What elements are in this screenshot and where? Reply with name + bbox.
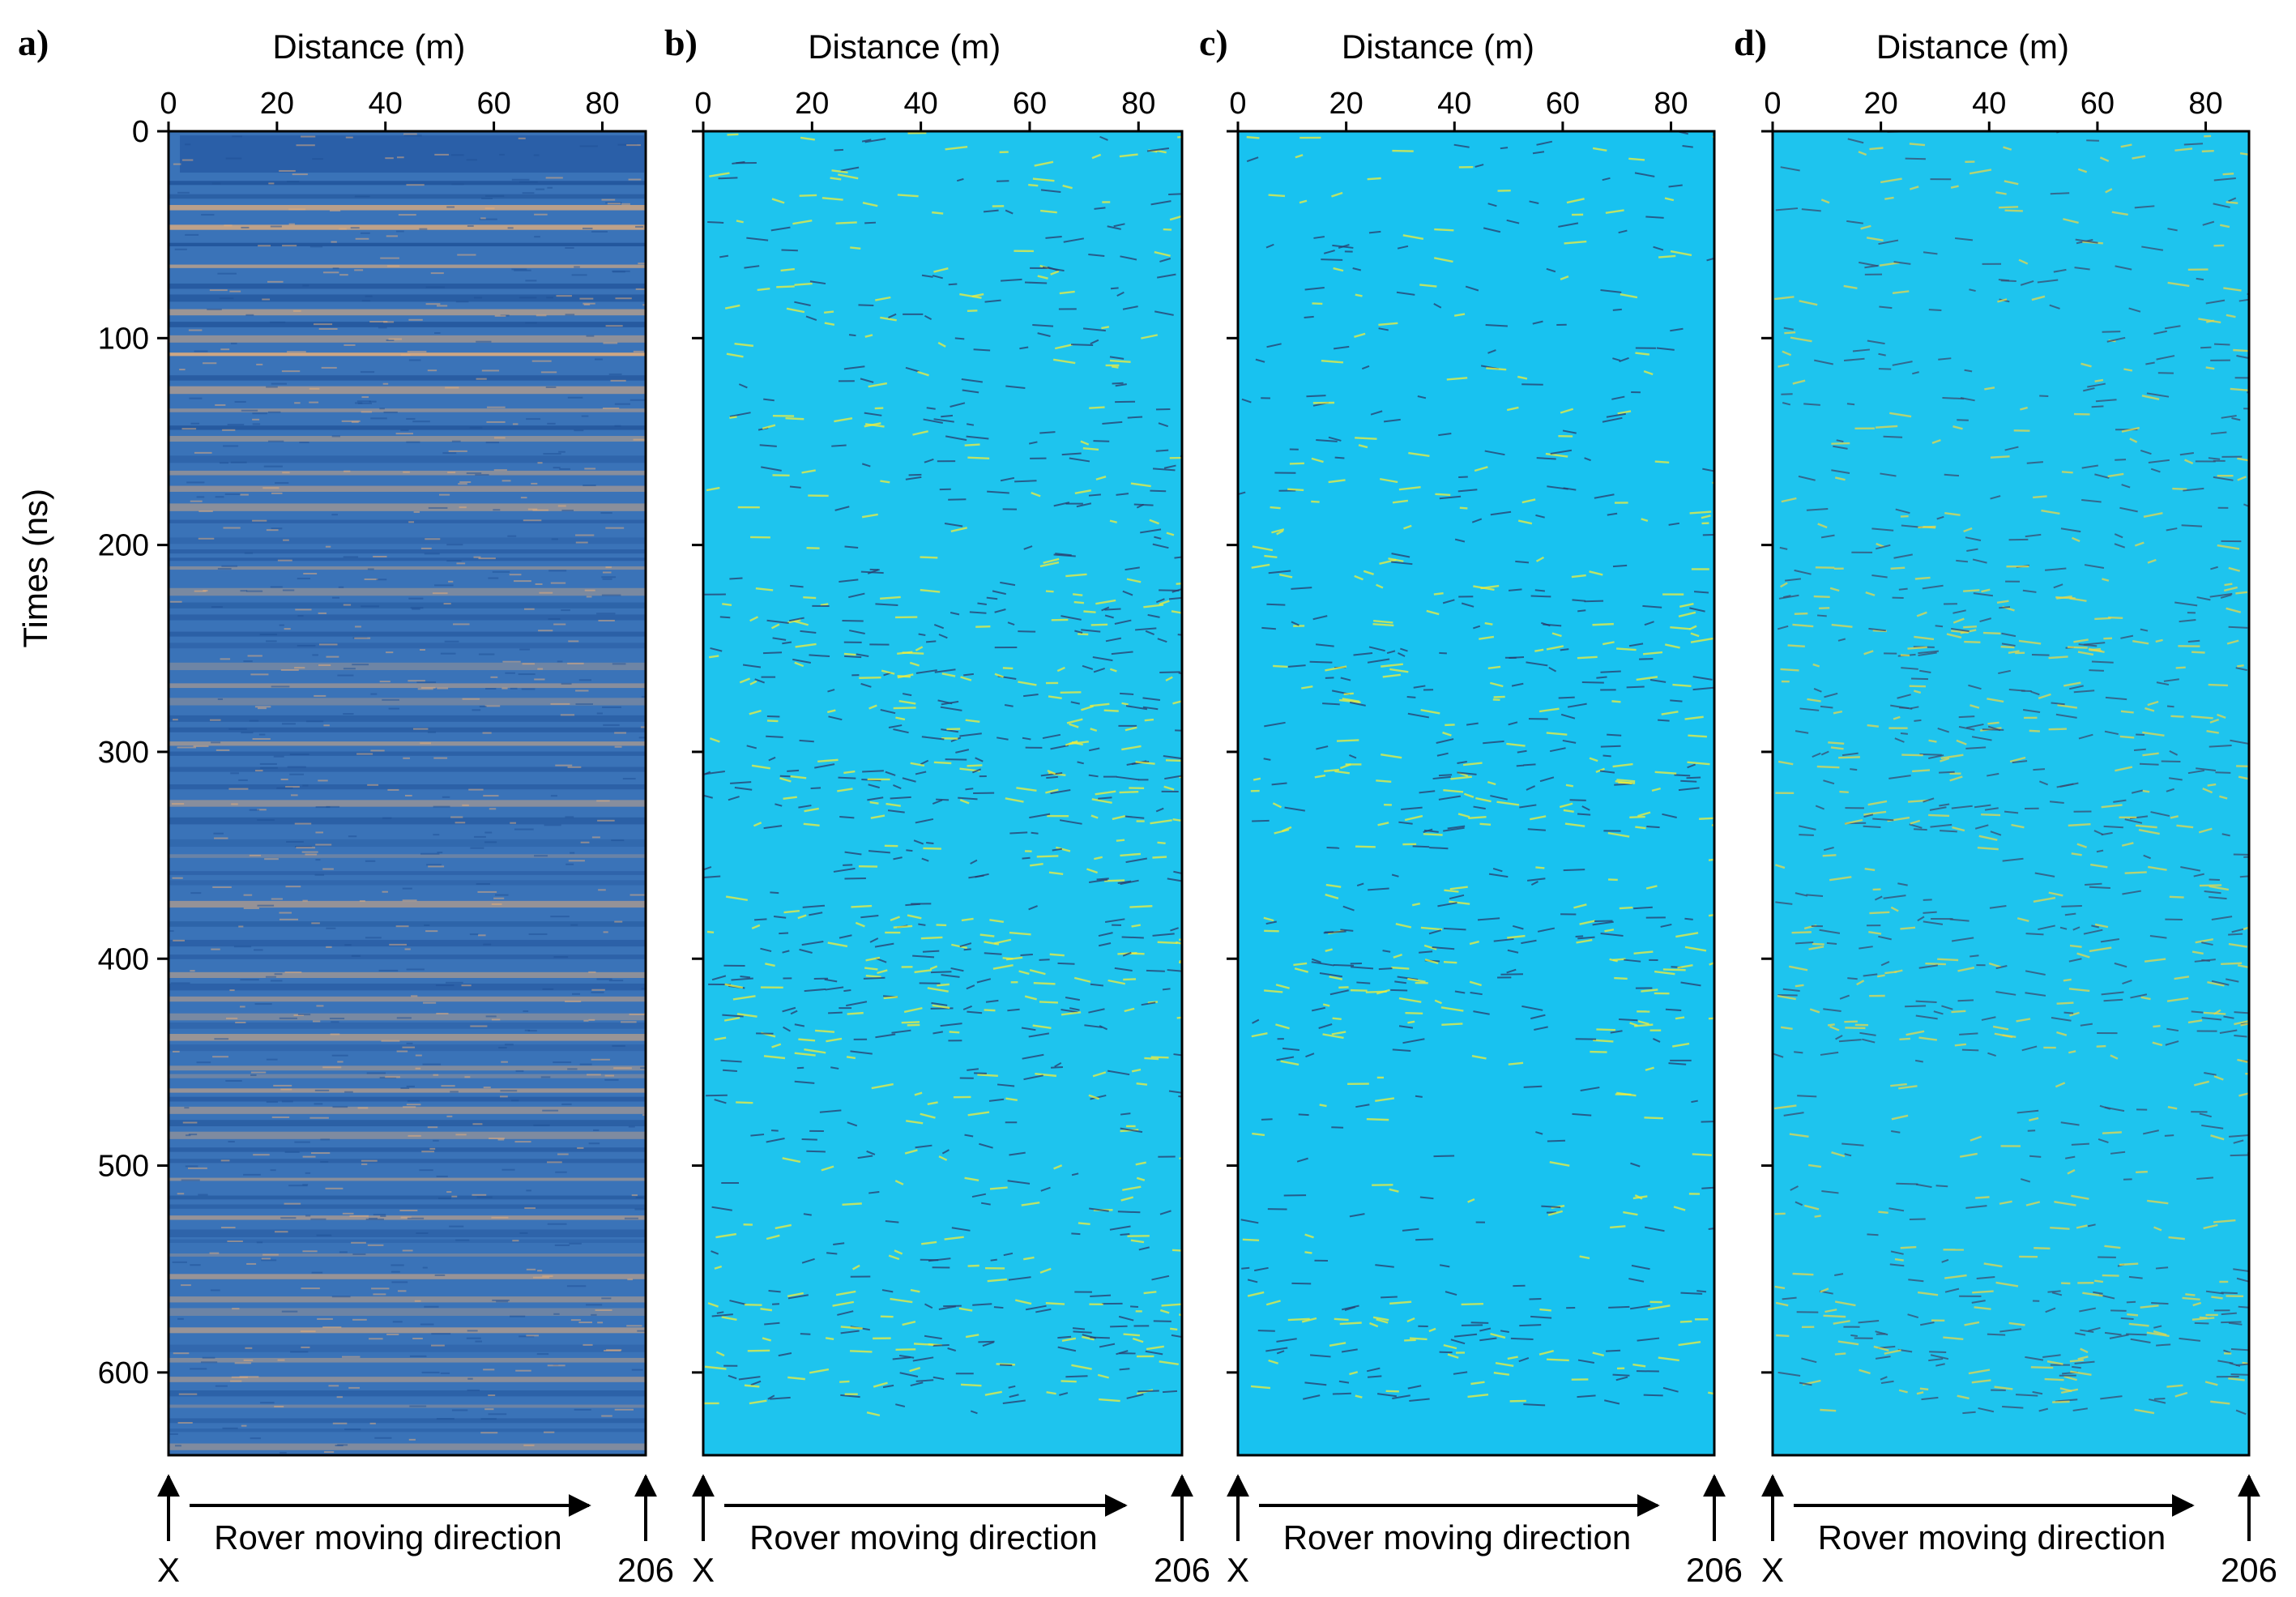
x-axis-title: Distance (m) <box>1876 28 2069 66</box>
x-tick-label: 80 <box>1654 87 1688 121</box>
start-label: X <box>1761 1551 1784 1589</box>
y-tick-label: 0 <box>132 115 149 149</box>
radargram-background <box>1238 131 1714 1455</box>
radargram-background <box>1773 131 2249 1455</box>
radargram-texture <box>169 133 646 1455</box>
panel-label: a) <box>18 22 49 63</box>
end-label: 206 <box>2221 1551 2277 1589</box>
panel-1: a) Distance (m) 0 20 40 60 80 0 100 200 300 400 500 6… <box>16 22 674 1589</box>
y-tick-label: 200 <box>98 529 149 563</box>
end-label: 206 <box>1686 1551 1743 1589</box>
panel-label: c) <box>1199 22 1228 63</box>
x-tick-label: 0 <box>694 87 711 121</box>
x-tick-label: 20 <box>1329 87 1363 121</box>
radargram-texture <box>1773 131 2249 1416</box>
direction-label: Rover moving direction <box>1283 1518 1632 1556</box>
y-tick-label: 500 <box>98 1150 149 1184</box>
y-tick-label: 600 <box>98 1356 149 1390</box>
x-tick-label: 40 <box>1437 87 1471 121</box>
start-label: X <box>692 1551 715 1589</box>
x-tick-label: 80 <box>2188 87 2222 121</box>
x-tick-label: 0 <box>160 87 177 121</box>
direction-label: Rover moving direction <box>1818 1518 2166 1556</box>
x-tick-label: 40 <box>1972 87 2006 121</box>
x-tick-label: 60 <box>1546 87 1580 121</box>
x-axis-title: Distance (m) <box>1342 28 1534 66</box>
x-tick-label: 60 <box>1013 87 1047 121</box>
panel-4: d) Distance (m) 0 20 40 60 80 X 206 Rover moving … <box>1734 22 2277 1589</box>
radargram-texture <box>703 131 1182 1417</box>
x-tick-label: 80 <box>1121 87 1155 121</box>
x-tick-label: 0 <box>1764 87 1781 121</box>
y-tick-label: 300 <box>98 736 149 770</box>
plot-frame <box>702 130 1184 1457</box>
x-axis-title: Distance (m) <box>272 28 465 66</box>
x-tick-label: 60 <box>2080 87 2115 121</box>
direction-label: Rover moving direction <box>214 1518 562 1556</box>
plot-frame <box>1236 130 1716 1457</box>
x-tick-label: 40 <box>369 87 403 121</box>
start-label: X <box>1227 1551 1249 1589</box>
x-tick-label: 20 <box>260 87 294 121</box>
end-label: 206 <box>1154 1551 1210 1589</box>
x-tick-label: 40 <box>903 87 937 121</box>
radargram-texture <box>1238 131 1714 1407</box>
plot-frame <box>167 130 647 1457</box>
radargram-background <box>703 131 1182 1455</box>
panel-label: d) <box>1734 22 1767 63</box>
x-tick-label: 0 <box>1229 87 1246 121</box>
x-tick-label: 20 <box>795 87 829 121</box>
x-tick-label: 20 <box>1863 87 1897 121</box>
radargram-background <box>169 131 646 1455</box>
x-tick-label: 60 <box>476 87 510 121</box>
plot-frame <box>1771 130 2251 1457</box>
direction-label: Rover moving direction <box>749 1518 1098 1556</box>
y-axis-title: Times (ns) <box>16 489 54 648</box>
y-tick-label: 400 <box>98 942 149 976</box>
panel-3: c) Distance (m) 0 20 40 60 80 X 206 Rover moving … <box>1199 22 1743 1589</box>
start-label: X <box>157 1551 180 1589</box>
x-tick-label: 80 <box>585 87 619 121</box>
end-label: 206 <box>617 1551 674 1589</box>
panel-2: b) Distance (m) 0 20 40 60 80 X 206 Rover moving … <box>664 22 1210 1589</box>
panel-label: b) <box>664 22 698 63</box>
x-axis-title: Distance (m) <box>808 28 1001 66</box>
y-tick-label: 100 <box>98 322 149 356</box>
